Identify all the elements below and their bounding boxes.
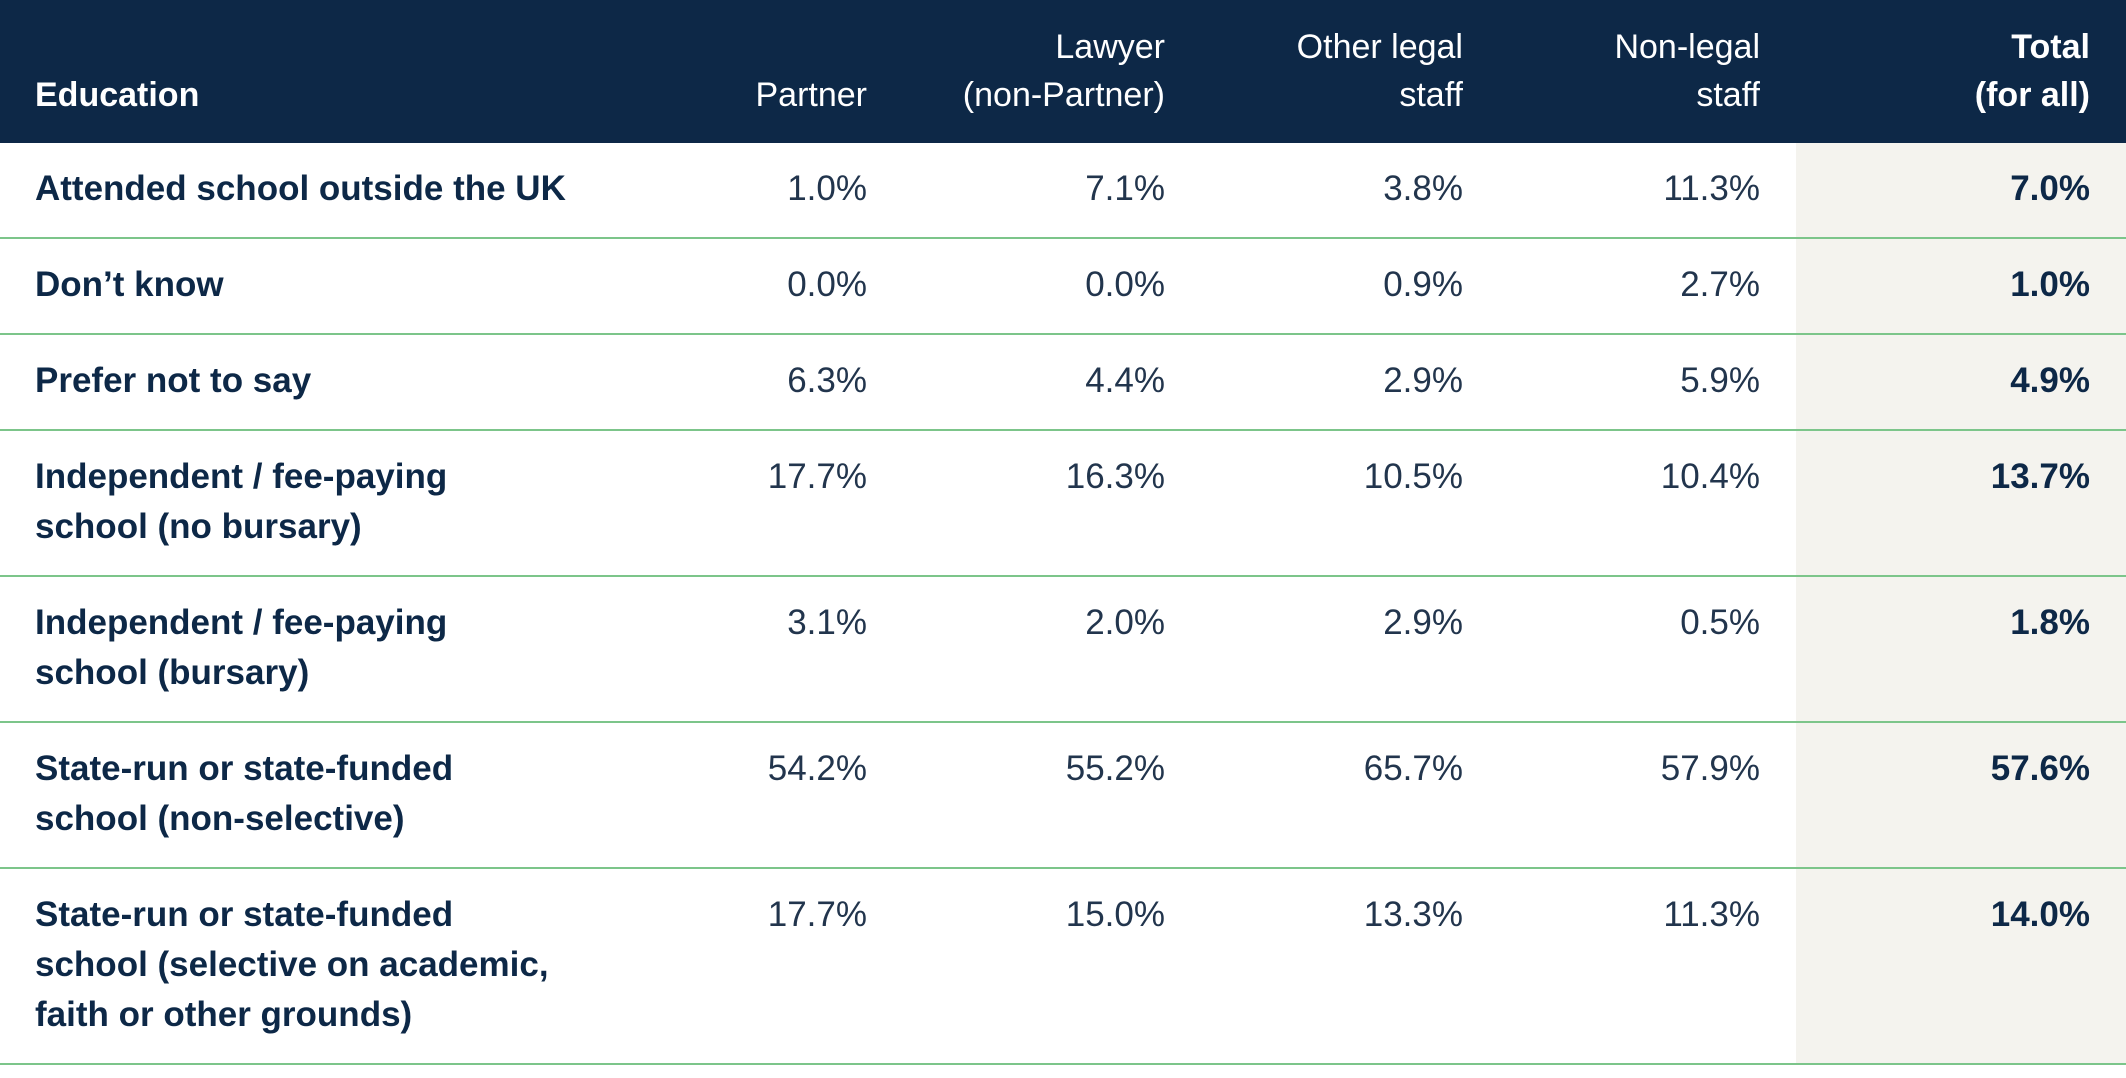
header-partner: Partner [690, 0, 903, 143]
table-row: Attended school outside the UK 1.0% 7.1%… [0, 143, 2126, 239]
cell-lawyer: 16.3% [903, 430, 1201, 577]
cell-partner: 3.1% [690, 576, 903, 723]
header-line: Non-legal [1614, 28, 1760, 66]
cell-lawyer: 15.0% [903, 868, 1201, 1065]
header-line: (for all) [1974, 76, 2090, 114]
row-label-line: faith or other grounds) [35, 995, 413, 1034]
header-line: Partner [755, 76, 868, 114]
header-education: Education [0, 0, 690, 143]
table-header: Education Partner Lawyer (non-Partner) O… [0, 0, 2126, 143]
table-row: Independent / fee-paying school (bursary… [0, 576, 2126, 723]
header-total: Total (for all) [1796, 0, 2126, 143]
row-label: Attended school outside the UK [0, 143, 690, 239]
cell-non-legal: 10.4% [1499, 430, 1796, 577]
header-line: staff [1696, 76, 1760, 114]
cell-non-legal: 11.3% [1499, 143, 1796, 239]
cell-other-legal: 10.5% [1201, 430, 1499, 577]
header-line: Education [35, 76, 200, 114]
cell-partner: 17.7% [690, 430, 903, 577]
header-line: (non-Partner) [962, 76, 1165, 114]
header-row: Education Partner Lawyer (non-Partner) O… [0, 0, 2126, 143]
row-label-line: Independent / fee-paying [35, 603, 448, 642]
table-row: Don’t know 0.0% 0.0% 0.9% 2.7% 1.0% [0, 238, 2126, 335]
cell-non-legal: 0.5% [1499, 576, 1796, 723]
cell-lawyer: 4.4% [903, 334, 1201, 431]
table-row: Prefer not to say 6.3% 4.4% 2.9% 5.9% 4.… [0, 334, 2126, 431]
row-label-line: school (no bursary) [35, 507, 362, 546]
cell-partner: 6.3% [690, 334, 903, 431]
cell-other-legal: 13.3% [1201, 868, 1499, 1065]
cell-non-legal: 2.7% [1499, 238, 1796, 335]
cell-other-legal: 0.9% [1201, 238, 1499, 335]
row-label-line: Attended school outside the UK [35, 169, 566, 208]
row-label-line: Prefer not to say [35, 361, 312, 400]
cell-partner: 17.7% [690, 868, 903, 1065]
header-non-legal-staff: Non-legal staff [1499, 0, 1796, 143]
cell-other-legal: 2.9% [1201, 334, 1499, 431]
cell-non-legal: 11.3% [1499, 868, 1796, 1065]
cell-other-legal: 2.9% [1201, 576, 1499, 723]
cell-lawyer: 0.0% [903, 238, 1201, 335]
cell-total: 13.7% [1796, 430, 2126, 577]
row-label: State-run or state-funded school (select… [0, 868, 690, 1065]
table-row: State-run or state-funded school (select… [0, 868, 2126, 1065]
row-label-line: State-run or state-funded [35, 895, 454, 934]
row-label-line: Don’t know [35, 265, 224, 304]
row-label-line: school (selective on academic, [35, 945, 549, 984]
cell-total: 1.0% [1796, 238, 2126, 335]
cell-total: 1.8% [1796, 576, 2126, 723]
cell-total: 57.6% [1796, 722, 2126, 869]
cell-lawyer: 7.1% [903, 143, 1201, 239]
cell-non-legal: 5.9% [1499, 334, 1796, 431]
cell-other-legal: 65.7% [1201, 722, 1499, 869]
header-line: Other legal [1296, 28, 1463, 66]
cell-total: 4.9% [1796, 334, 2126, 431]
row-label-line: Independent / fee-paying [35, 457, 448, 496]
cell-total: 7.0% [1796, 143, 2126, 239]
cell-lawyer: 2.0% [903, 576, 1201, 723]
cell-partner: 0.0% [690, 238, 903, 335]
cell-other-legal: 3.8% [1201, 143, 1499, 239]
table-body: Attended school outside the UK 1.0% 7.1%… [0, 143, 2126, 1065]
header-lawyer: Lawyer (non-Partner) [903, 0, 1201, 143]
cell-non-legal: 57.9% [1499, 722, 1796, 869]
cell-total: 14.0% [1796, 868, 2126, 1065]
row-label: State-run or state-funded school (non-se… [0, 722, 690, 869]
header-line: Lawyer [1055, 28, 1165, 66]
table-row: Independent / fee-paying school (no burs… [0, 430, 2126, 577]
row-label: Independent / fee-paying school (no burs… [0, 430, 690, 577]
row-label-line: school (non-selective) [35, 799, 405, 838]
header-other-legal-staff: Other legal staff [1201, 0, 1499, 143]
cell-partner: 54.2% [690, 722, 903, 869]
row-label-line: State-run or state-funded [35, 749, 454, 788]
table-row: State-run or state-funded school (non-se… [0, 722, 2126, 869]
cell-partner: 1.0% [690, 143, 903, 239]
row-label: Don’t know [0, 238, 690, 335]
header-line: staff [1399, 76, 1463, 114]
row-label: Prefer not to say [0, 334, 690, 431]
row-label: Independent / fee-paying school (bursary… [0, 576, 690, 723]
row-label-line: school (bursary) [35, 653, 310, 692]
cell-lawyer: 55.2% [903, 722, 1201, 869]
header-line: Total [2011, 28, 2090, 66]
